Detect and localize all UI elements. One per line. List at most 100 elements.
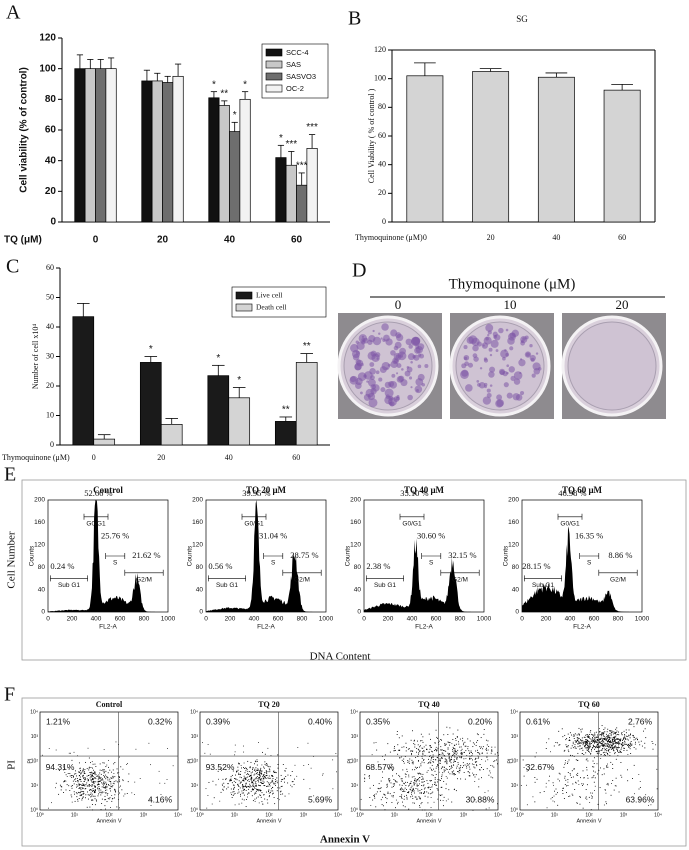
event-dot [74, 800, 76, 802]
event-dot [466, 755, 468, 757]
event-dot [259, 772, 260, 774]
event-dot [399, 789, 401, 790]
event-dot [242, 787, 244, 789]
y-axis-label: PI [6, 760, 18, 770]
event-dot [603, 737, 605, 739]
colony [355, 382, 362, 389]
colony [486, 388, 491, 393]
event-dot [605, 792, 607, 794]
event-dot [259, 777, 261, 779]
event-dot [419, 797, 421, 799]
event-dot [265, 770, 267, 772]
event-dot [612, 747, 614, 748]
event-dot [102, 782, 104, 784]
event-dot [615, 742, 617, 744]
quadrant-percentage: 0.40% [308, 716, 333, 726]
event-dot [564, 749, 566, 751]
event-dot [395, 799, 397, 801]
event-dot [593, 775, 595, 776]
event-dot [81, 787, 83, 789]
event-dot [479, 764, 481, 765]
event-dot [233, 780, 235, 782]
event-dot [556, 742, 558, 744]
event-dot [272, 787, 274, 788]
event-dot [160, 794, 162, 795]
event-dot [103, 762, 105, 764]
event-dot [98, 784, 99, 786]
event-dot [590, 809, 592, 811]
event-dot [434, 782, 436, 784]
event-dot [113, 773, 115, 774]
event-dot [400, 788, 402, 790]
event-dot [426, 749, 427, 750]
bar [72, 316, 95, 446]
event-dot [105, 808, 106, 810]
event-dot [245, 767, 247, 769]
event-dot [431, 774, 433, 776]
event-dot [418, 783, 420, 785]
event-dot [254, 760, 256, 762]
event-dot [448, 756, 450, 758]
dose-label: 0 [395, 297, 402, 312]
event-dot [282, 764, 284, 765]
event-dot [92, 778, 94, 779]
event-dot [569, 795, 571, 797]
significance-label: * [212, 79, 216, 90]
event-dot [586, 739, 588, 741]
event-dot [413, 743, 415, 745]
event-dot [416, 748, 418, 749]
event-dot [454, 756, 456, 758]
event-dot [303, 765, 305, 766]
event-dot [91, 775, 93, 777]
event-dot [83, 772, 85, 774]
event-dot [617, 738, 619, 740]
event-dot [368, 775, 370, 777]
y-tick-label: 100 [374, 73, 386, 82]
event-dot [405, 747, 407, 749]
event-dot [603, 729, 605, 730]
event-dot [605, 736, 607, 738]
event-dot [443, 766, 445, 768]
event-dot [272, 792, 274, 794]
bar [93, 438, 116, 446]
gate-label: G2/M [610, 577, 626, 584]
event-dot [469, 768, 471, 770]
event-dot [92, 788, 94, 789]
event-dot [601, 742, 603, 744]
event-dot [460, 764, 462, 766]
event-dot [274, 771, 276, 773]
colony [394, 341, 402, 349]
colony [378, 332, 381, 335]
event-dot [372, 799, 374, 801]
event-dot [615, 746, 617, 748]
event-dot [607, 741, 609, 743]
event-dot [404, 806, 406, 808]
event-dot [577, 733, 579, 735]
event-dot [83, 791, 85, 793]
event-dot [104, 776, 106, 778]
y-axis-label: Cell Number [6, 531, 18, 588]
event-dot [453, 774, 455, 776]
event-dot [251, 778, 253, 779]
event-dot [104, 799, 106, 801]
event-dot [563, 766, 565, 768]
event-dot [78, 784, 80, 786]
legend-swatch [265, 48, 283, 57]
event-dot [262, 782, 264, 784]
event-dot [252, 767, 254, 769]
event-dot [600, 737, 602, 739]
event-dot [335, 753, 337, 754]
event-dot [608, 744, 610, 746]
event-dot [112, 769, 114, 771]
event-dot [583, 736, 585, 738]
event-dot [607, 766, 609, 768]
error-bar [308, 134, 316, 149]
y-tick-label: 10³ [191, 734, 199, 740]
event-dot [408, 760, 410, 762]
axis-label: Counts [503, 545, 510, 566]
event-dot [611, 745, 613, 747]
event-dot [428, 751, 430, 753]
event-dot [106, 786, 108, 788]
event-dot [577, 738, 579, 740]
event-dot [617, 741, 619, 743]
